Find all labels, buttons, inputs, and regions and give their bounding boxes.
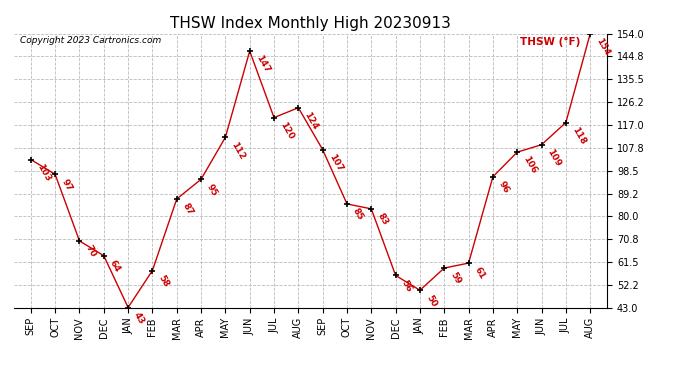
Text: 112: 112 [230, 140, 247, 161]
Text: 43: 43 [132, 310, 146, 326]
Text: 118: 118 [570, 125, 587, 146]
Text: 64: 64 [108, 258, 122, 274]
Text: 147: 147 [254, 54, 271, 75]
Text: 59: 59 [448, 271, 462, 286]
Text: 58: 58 [157, 273, 170, 289]
Text: 83: 83 [375, 211, 390, 227]
Text: THSW (°F): THSW (°F) [520, 36, 580, 46]
Text: 87: 87 [181, 202, 195, 217]
Text: 154: 154 [594, 36, 611, 57]
Text: 103: 103 [35, 162, 52, 183]
Text: 124: 124 [302, 111, 319, 131]
Text: 97: 97 [59, 177, 73, 193]
Text: 95: 95 [205, 182, 219, 198]
Text: 109: 109 [546, 147, 563, 168]
Text: 50: 50 [424, 293, 438, 308]
Text: 106: 106 [522, 155, 538, 176]
Text: 96: 96 [497, 180, 511, 195]
Text: 85: 85 [351, 207, 365, 222]
Title: THSW Index Monthly High 20230913: THSW Index Monthly High 20230913 [170, 16, 451, 31]
Text: Copyright 2023 Cartronics.com: Copyright 2023 Cartronics.com [20, 36, 161, 45]
Text: 120: 120 [278, 120, 295, 141]
Text: 70: 70 [83, 244, 98, 259]
Text: 56: 56 [400, 278, 414, 294]
Text: 107: 107 [327, 153, 344, 173]
Text: 61: 61 [473, 266, 486, 281]
